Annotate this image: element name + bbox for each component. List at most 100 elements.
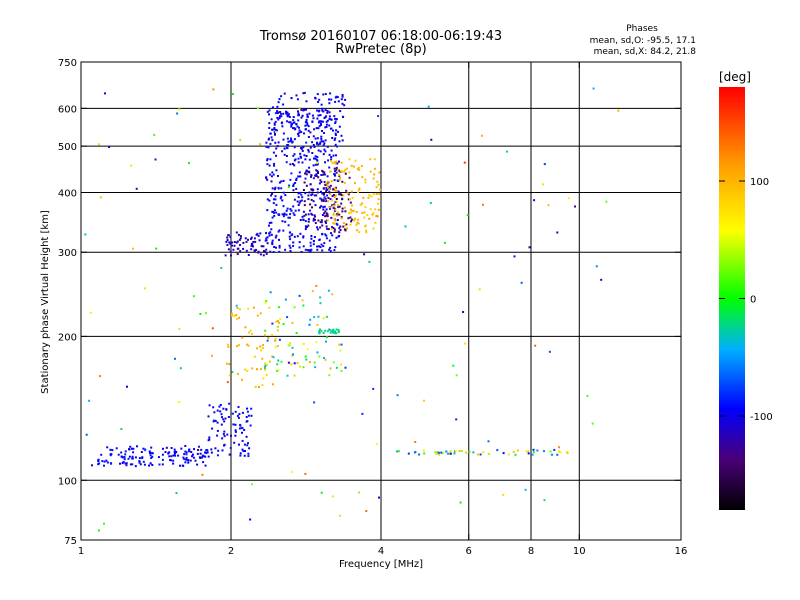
- data-point: [265, 237, 268, 240]
- data-point: [214, 419, 217, 422]
- data-point: [476, 453, 479, 456]
- data-point: [378, 171, 381, 174]
- data-point: [293, 198, 296, 201]
- data-point: [208, 436, 211, 439]
- data-point: [325, 190, 328, 193]
- x-tick-label: 10: [573, 546, 586, 557]
- data-point: [148, 464, 150, 467]
- data-point: [543, 499, 546, 502]
- data-point: [320, 329, 323, 332]
- data-point: [296, 200, 299, 203]
- data-point: [290, 363, 293, 366]
- data-point: [273, 162, 276, 165]
- data-point: [250, 332, 253, 335]
- data-point: [324, 93, 327, 95]
- data-point: [370, 195, 373, 198]
- data-point: [338, 178, 341, 181]
- data-point: [534, 344, 537, 347]
- data-point: [189, 459, 192, 462]
- data-point: [307, 218, 310, 221]
- data-point: [328, 153, 331, 156]
- data-point: [132, 451, 135, 454]
- data-point: [271, 187, 274, 190]
- data-point: [228, 402, 231, 405]
- data-point: [264, 250, 267, 253]
- data-point: [496, 449, 499, 452]
- data-point: [337, 130, 339, 133]
- data-point: [238, 443, 240, 446]
- data-point: [407, 452, 410, 455]
- data-point: [168, 451, 171, 454]
- data-point: [239, 237, 242, 240]
- data-point: [329, 193, 332, 196]
- data-point: [275, 234, 278, 237]
- data-point: [422, 449, 425, 452]
- data-point: [301, 215, 304, 218]
- data-point: [297, 209, 300, 212]
- data-point: [372, 177, 375, 180]
- data-point: [248, 331, 251, 334]
- data-point: [236, 345, 238, 348]
- data-point: [151, 455, 154, 458]
- data-point: [315, 142, 318, 145]
- data-point: [264, 362, 267, 365]
- data-point: [330, 329, 333, 332]
- data-point: [334, 219, 337, 222]
- data-point: [265, 177, 268, 180]
- data-point: [131, 463, 134, 466]
- data-point: [302, 245, 305, 248]
- data-point: [165, 446, 168, 449]
- data-point: [278, 214, 281, 216]
- chart-subtitle: RwPretec (8p): [335, 42, 426, 57]
- data-point: [97, 529, 100, 532]
- data-point: [283, 212, 286, 215]
- data-point: [312, 135, 315, 138]
- data-point: [333, 204, 336, 207]
- data-point: [338, 343, 341, 346]
- data-point: [348, 212, 351, 215]
- data-point: [282, 179, 285, 182]
- data-point: [106, 461, 109, 464]
- data-point: [178, 328, 181, 330]
- data-point: [362, 196, 365, 199]
- data-point: [398, 450, 400, 453]
- data-point: [241, 336, 244, 339]
- data-point: [533, 199, 536, 202]
- data-point: [268, 360, 271, 363]
- data-point: [198, 445, 200, 448]
- data-point: [328, 206, 331, 209]
- data-point: [101, 460, 104, 463]
- x-tick-label: 2: [228, 546, 234, 557]
- data-point: [331, 204, 334, 207]
- data-point: [299, 200, 302, 203]
- data-point: [223, 435, 226, 438]
- data-point: [520, 281, 523, 284]
- data-point: [271, 241, 274, 244]
- data-point: [288, 121, 291, 124]
- data-point: [322, 93, 325, 96]
- data-point: [259, 345, 262, 348]
- data-point: [170, 455, 173, 458]
- data-point: [325, 125, 328, 128]
- data-point: [328, 98, 330, 101]
- data-point: [280, 95, 283, 98]
- data-point: [276, 325, 279, 328]
- data-point: [291, 346, 294, 349]
- data-point: [316, 159, 319, 162]
- data-point: [293, 214, 296, 216]
- data-point: [326, 145, 329, 148]
- data-point: [270, 175, 273, 178]
- data-point: [345, 223, 348, 226]
- data-point: [531, 453, 534, 456]
- data-point: [293, 146, 296, 149]
- data-point: [91, 464, 93, 467]
- data-point: [318, 355, 321, 358]
- data-point: [154, 158, 157, 161]
- data-point: [143, 463, 146, 466]
- data-point: [331, 495, 334, 498]
- data-point: [286, 115, 289, 118]
- data-point: [314, 155, 317, 158]
- data-point: [423, 399, 425, 402]
- data-point: [177, 454, 180, 457]
- data-point: [291, 321, 294, 324]
